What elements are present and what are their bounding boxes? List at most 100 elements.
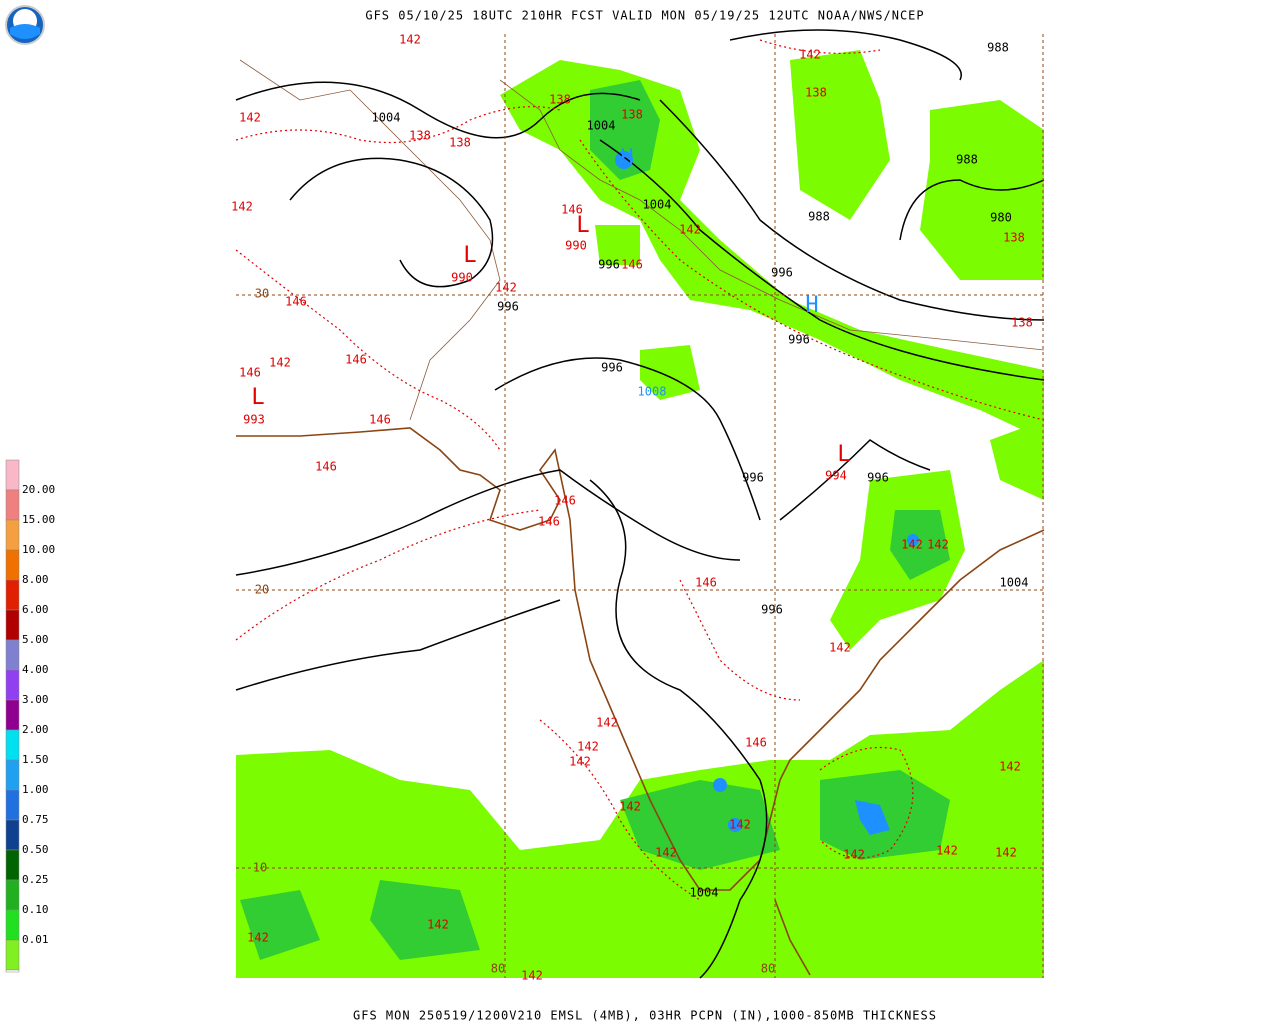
legend-swatch xyxy=(5,639,20,671)
map-label: 80 xyxy=(761,962,775,976)
legend-label: 15.00 xyxy=(22,513,55,526)
legend-swatch xyxy=(5,849,20,881)
map-label: 1004 xyxy=(372,111,401,125)
legend-label: 2.00 xyxy=(22,723,49,736)
map-label: 996 xyxy=(742,471,764,485)
legend-label: 1.00 xyxy=(22,783,49,796)
map-label: 142 xyxy=(427,918,449,932)
map-label: 980 xyxy=(990,211,1012,225)
map-label: 142 xyxy=(655,846,677,860)
map-label: 30 xyxy=(255,287,269,301)
map-label: 993 xyxy=(243,413,265,427)
map-label: 146 xyxy=(285,295,307,309)
map-label: 142 xyxy=(495,281,517,295)
legend-swatch xyxy=(5,759,20,791)
legend-swatch xyxy=(5,609,20,641)
map-label: 138 xyxy=(549,93,571,107)
map-label: 1004 xyxy=(587,119,616,133)
map-label: 138 xyxy=(449,136,471,150)
map-label: 146 xyxy=(621,258,643,272)
legend-label: 0.10 xyxy=(22,903,49,916)
map-label: 988 xyxy=(808,210,830,224)
map-label: 996 xyxy=(601,361,623,375)
map-label: 80 xyxy=(491,962,505,976)
map-label: 142 xyxy=(569,755,591,769)
legend-label: 1.50 xyxy=(22,753,49,766)
legend-label: 8.00 xyxy=(22,573,49,586)
map-label: 996 xyxy=(761,603,783,617)
map-label: 142 xyxy=(843,848,865,862)
map-label: 142 xyxy=(577,740,599,754)
map-label: 138 xyxy=(1011,316,1033,330)
legend-label: 20.00 xyxy=(22,483,55,496)
map-label: 994 xyxy=(825,469,847,483)
map-label: 146 xyxy=(369,413,391,427)
map-label: 142 xyxy=(619,800,641,814)
map-label: 146 xyxy=(745,736,767,750)
legend-swatch xyxy=(5,699,20,731)
legend-swatch xyxy=(5,579,20,611)
legend-label: 0.25 xyxy=(22,873,49,886)
legend-swatch xyxy=(5,819,20,851)
map-label: L xyxy=(463,243,476,268)
map-label: 988 xyxy=(956,153,978,167)
map-label: 142 xyxy=(995,846,1017,860)
map-label: L xyxy=(576,213,589,238)
map-label: 142 xyxy=(247,931,269,945)
map-label: 142 xyxy=(596,716,618,730)
map-label: 142 xyxy=(269,356,291,370)
map-label: 142 xyxy=(901,538,923,552)
map-label: 142 xyxy=(936,844,958,858)
map-label: 996 xyxy=(788,333,810,347)
map-label: 142 xyxy=(239,111,261,125)
legend-label: 3.00 xyxy=(22,693,49,706)
map-label: 996 xyxy=(497,300,519,314)
map-label: 138 xyxy=(409,129,431,143)
legend-label: 5.00 xyxy=(22,633,49,646)
map-label: 1004 xyxy=(690,886,719,900)
map-label: 142 xyxy=(829,641,851,655)
map-label: 142 xyxy=(729,818,751,832)
legend-swatch xyxy=(5,879,20,911)
map-label: 142 xyxy=(679,223,701,237)
legend-swatch xyxy=(5,789,20,821)
map-label: 146 xyxy=(538,515,560,529)
map-label: 990 xyxy=(565,239,587,253)
map-label: L xyxy=(251,385,264,410)
legend-label: 4.00 xyxy=(22,663,49,676)
legend-label: 6.00 xyxy=(22,603,49,616)
map-label: H xyxy=(620,146,633,171)
coastline xyxy=(236,59,1045,976)
map-label: 142 xyxy=(799,48,821,62)
legend-swatch xyxy=(5,489,20,521)
legend-swatch xyxy=(5,549,20,581)
map-label: 142 xyxy=(521,969,543,983)
map-label: 1004 xyxy=(1000,576,1029,590)
map-label: 146 xyxy=(345,353,367,367)
isobars xyxy=(235,29,1045,979)
map-label: 988 xyxy=(987,41,1009,55)
map-label: 146 xyxy=(695,576,717,590)
noaa-logo xyxy=(5,5,45,45)
map-label: 146 xyxy=(554,494,576,508)
map-label: 10 xyxy=(253,861,267,875)
legend-swatch xyxy=(5,729,20,761)
map-footer: GFS MON 250519/1200V210 EMSL (4MB), 03HR… xyxy=(353,1009,937,1023)
map-label: 996 xyxy=(771,266,793,280)
legend-swatch xyxy=(5,459,20,491)
map-label: 990 xyxy=(451,271,473,285)
legend-swatch xyxy=(5,909,20,941)
legend-label: 0.01 xyxy=(22,933,49,946)
map-label: 146 xyxy=(315,460,337,474)
legend-label: 10.00 xyxy=(22,543,55,556)
precip-areas xyxy=(236,50,1044,978)
map-label: 996 xyxy=(598,258,620,272)
map-title: GFS 05/10/25 18UTC 210HR FCST VALID MON … xyxy=(365,9,924,23)
thickness-contours xyxy=(235,39,1045,901)
map-label: 138 xyxy=(805,86,827,100)
map-label: 138 xyxy=(621,108,643,122)
legend-swatch xyxy=(5,669,20,701)
map-label: 146 xyxy=(561,203,583,217)
